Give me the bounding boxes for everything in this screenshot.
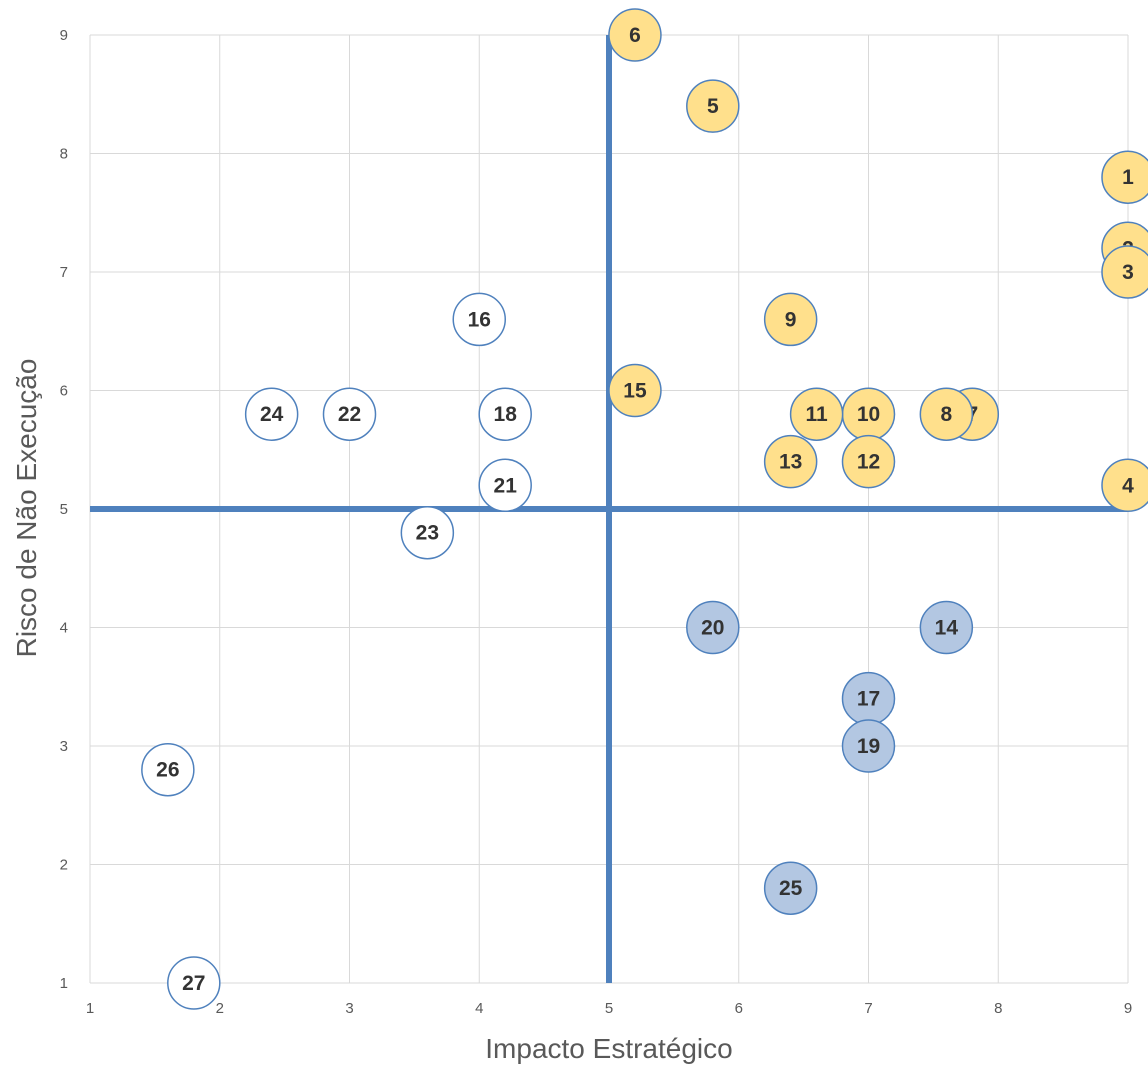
bubble-marker: [763, 434, 818, 489]
bubble-label: 19: [857, 735, 880, 758]
x-tick-label: 8: [994, 1000, 1002, 1017]
data-point-18: 18: [478, 387, 532, 441]
bubble-marker: [841, 434, 896, 489]
data-point-8: 8: [919, 387, 974, 441]
bubble-marker: [452, 292, 506, 347]
bubble-marker: [686, 600, 740, 655]
data-point-13: 13: [763, 434, 818, 489]
bubble-label: 14: [935, 617, 959, 640]
x-axis-title: Impacto Estratégico: [485, 1033, 732, 1064]
data-point-4: 4: [1101, 458, 1148, 513]
bubble-marker: [919, 387, 974, 441]
bubble-label: 12: [857, 451, 880, 474]
bubble-label: 4: [1122, 474, 1134, 497]
bubble-label: 23: [416, 522, 439, 545]
y-tick-label: 9: [60, 27, 68, 44]
bubble-marker: [919, 600, 974, 655]
bubble-marker: [763, 861, 818, 915]
bubble-marker: [1101, 245, 1148, 299]
data-point-25: 25: [763, 861, 818, 915]
data-point-22: 22: [322, 387, 377, 441]
data-point-10: 10: [841, 387, 896, 441]
y-tick-label: 1: [60, 975, 68, 992]
x-tick-label: 6: [735, 1000, 743, 1017]
bubble-marker: [686, 79, 740, 133]
bubble-marker: [608, 363, 662, 418]
bubble-marker: [167, 956, 221, 1010]
data-point-17: 17: [841, 671, 896, 726]
y-tick-label: 8: [60, 146, 68, 163]
y-tick-label: 6: [60, 383, 68, 400]
bubble-marker: [608, 8, 662, 62]
y-tick-label: 5: [60, 501, 68, 518]
data-point-9: 9: [763, 292, 818, 347]
bubble-label: 21: [494, 474, 518, 497]
bubble-label: 24: [260, 403, 284, 426]
bubble-label: 8: [941, 403, 953, 426]
bubble-label: 3: [1122, 261, 1134, 284]
bubble-label: 13: [779, 451, 802, 474]
data-point-23: 23: [400, 505, 455, 560]
data-point-21: 21: [478, 458, 532, 513]
bubble-marker: [841, 719, 896, 773]
bubble-label: 17: [857, 688, 880, 711]
x-tick-label: 1: [86, 1000, 94, 1017]
data-points: 1234567891011121315141719202516182122232…: [141, 8, 1148, 1010]
data-point-24: 24: [244, 387, 299, 441]
bubble-marker: [400, 505, 455, 560]
bubble-label: 25: [779, 877, 803, 900]
bubble-marker: [1101, 150, 1148, 204]
bubble-label: 1: [1122, 166, 1134, 189]
x-tick-label: 3: [345, 1000, 353, 1017]
data-point-20: 20: [686, 600, 740, 655]
bubble-label: 10: [857, 403, 880, 426]
bubble-label: 18: [494, 403, 518, 426]
x-tick-label: 4: [475, 1000, 483, 1017]
bubble-marker: [141, 742, 195, 797]
bubble-label: 9: [785, 308, 797, 331]
reference-lines: [90, 35, 1128, 983]
bubble-label: 20: [701, 617, 724, 640]
bubble-label: 16: [468, 308, 491, 331]
data-point-6: 6: [608, 8, 662, 62]
data-point-16: 16: [452, 292, 506, 347]
y-tick-label: 2: [60, 857, 68, 874]
data-point-11: 11: [789, 387, 844, 441]
bubble-label: 5: [707, 95, 719, 118]
bubble-label: 22: [338, 403, 361, 426]
data-point-3: 3: [1101, 245, 1148, 299]
x-tick-label: 2: [216, 1000, 224, 1017]
data-point-15: 15: [608, 363, 662, 418]
x-tick-label: 7: [864, 1000, 872, 1017]
y-axis-title: Risco de Não Execução: [11, 359, 42, 658]
bubble-label: 11: [805, 403, 828, 426]
x-tick-label: 9: [1124, 1000, 1132, 1017]
bubble-label: 26: [156, 759, 179, 782]
data-point-12: 12: [841, 434, 896, 489]
y-tick-label: 7: [60, 264, 68, 281]
data-point-19: 19: [841, 719, 896, 773]
data-point-26: 26: [141, 742, 195, 797]
data-point-27: 27: [167, 956, 221, 1010]
bubble-marker: [244, 387, 299, 441]
y-tick-label: 4: [60, 620, 68, 637]
x-tick-label: 5: [605, 1000, 613, 1017]
data-point-1: 1: [1101, 150, 1148, 204]
bubble-marker: [478, 458, 532, 513]
bubble-marker: [763, 292, 818, 347]
data-point-5: 5: [686, 79, 740, 133]
bubble-marker: [1101, 458, 1148, 513]
bubble-marker: [322, 387, 377, 441]
bubble-label: 15: [623, 380, 647, 403]
data-point-14: 14: [919, 600, 974, 655]
bubble-label: 6: [629, 24, 641, 47]
bubble-label: 27: [182, 972, 205, 995]
y-tick-label: 3: [60, 738, 68, 755]
bubble-marker: [789, 387, 844, 441]
bubble-marker: [478, 387, 532, 441]
